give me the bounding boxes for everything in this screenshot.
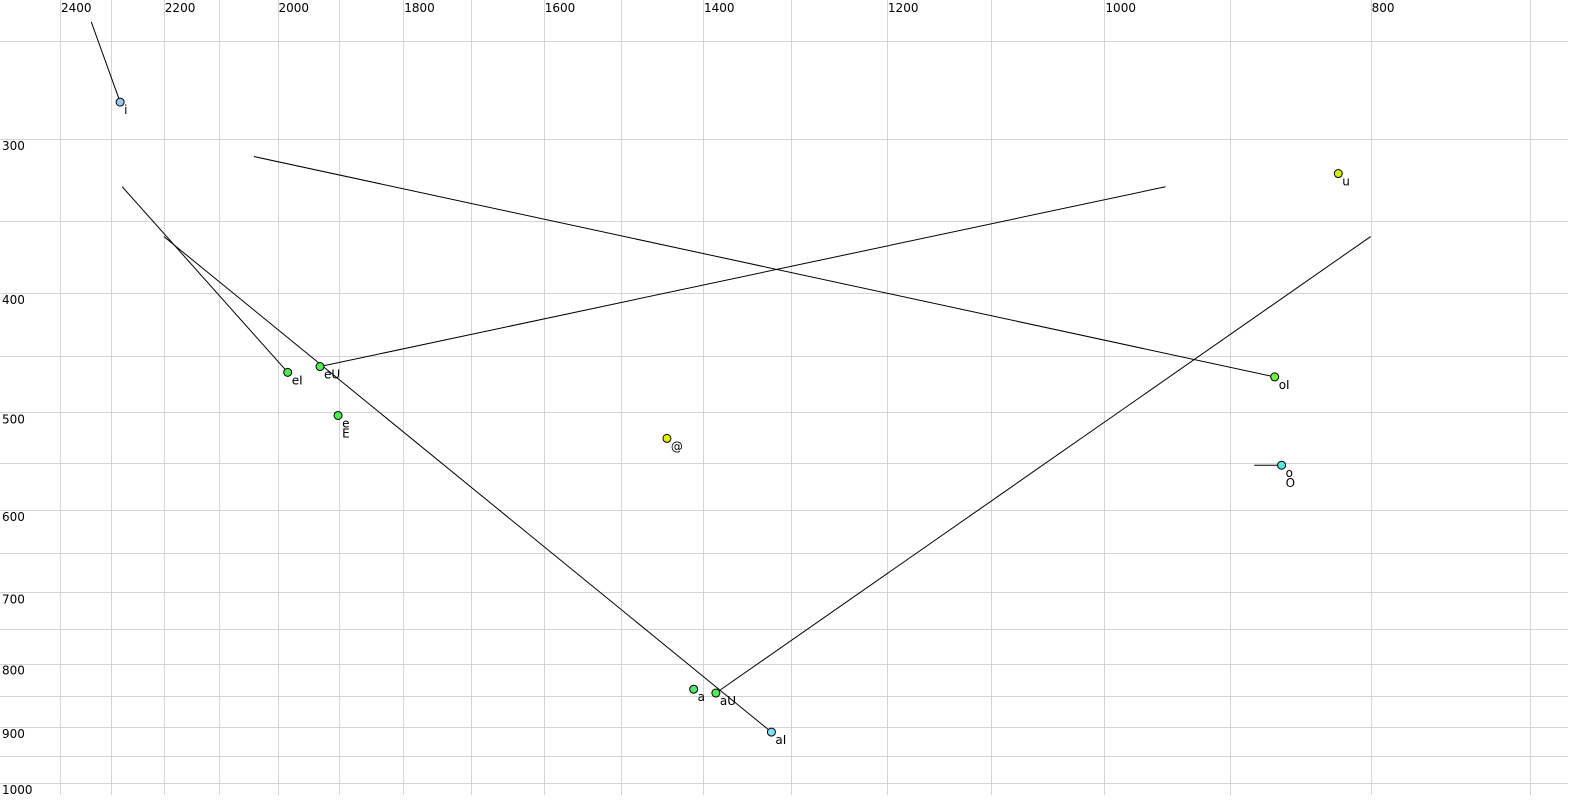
vowel-point	[766, 727, 776, 737]
vowel-label: o	[1286, 466, 1293, 480]
vowel-label: aU	[720, 694, 736, 708]
vowel-point	[315, 362, 325, 372]
vowel-point	[333, 410, 343, 420]
x-tick-label: 1200	[888, 1, 919, 15]
y-tick-label: 400	[2, 293, 25, 307]
x-tick-label: 1400	[704, 1, 735, 15]
vowel-point	[283, 367, 293, 377]
vowel-point	[711, 688, 721, 698]
vowel-label: e	[342, 416, 349, 430]
vowel-label: aI	[775, 733, 786, 747]
x-tick-label: 800	[1372, 1, 1395, 15]
vowel-point	[662, 433, 672, 443]
trajectory-line	[715, 236, 1371, 694]
x-tick-label: 2400	[61, 1, 92, 15]
y-gridlines	[0, 41, 1568, 784]
trajectory-line	[121, 186, 289, 373]
y-tick-label: 1000	[2, 783, 33, 797]
y-tick-label: 500	[2, 412, 25, 426]
x-tick-label: 1000	[1105, 1, 1136, 15]
vowel-label: @	[671, 439, 683, 453]
trajectory-line	[163, 236, 772, 733]
x-tick-label: 1600	[545, 1, 576, 15]
x-tick-label: 1800	[404, 1, 435, 15]
vowel-label: eU	[324, 368, 340, 382]
vowel-point	[1333, 169, 1343, 179]
x-tick-label: 2200	[165, 1, 196, 15]
vowel-label: O	[1286, 476, 1295, 490]
vowel-point	[689, 684, 699, 694]
y-tick-label: 900	[2, 727, 25, 741]
vowel-point	[115, 97, 125, 107]
vowel-point	[1277, 460, 1287, 470]
x-tick-label: 2000	[279, 1, 310, 15]
x-gridlines	[60, 0, 1531, 795]
y-tick-labels: 300 400 500 600 700 800 900 1000	[2, 139, 33, 797]
vowel-label: a	[698, 690, 705, 704]
trajectory-line	[319, 186, 1166, 368]
y-tick-label: 700	[2, 592, 25, 606]
y-tick-label: 600	[2, 510, 25, 524]
vowel-label: eI	[292, 373, 303, 387]
vowel-label: E	[342, 426, 350, 440]
vowel-points: i u eI eU eE @ oI oOa aU aI	[115, 97, 1350, 747]
trajectory-line	[253, 156, 1275, 378]
trajectory-line	[90, 21, 121, 103]
trajectories	[90, 21, 1371, 733]
x-tick-labels: 2400 2200 2000 1800 1600 1400 1200 1000 800	[61, 1, 1395, 15]
vowel-label: u	[1342, 175, 1350, 189]
y-tick-label: 800	[2, 664, 25, 678]
vowel-label: i	[124, 103, 127, 117]
y-tick-label: 300	[2, 139, 25, 153]
vowel-label: oI	[1279, 378, 1290, 392]
vowel-point	[1270, 372, 1280, 382]
